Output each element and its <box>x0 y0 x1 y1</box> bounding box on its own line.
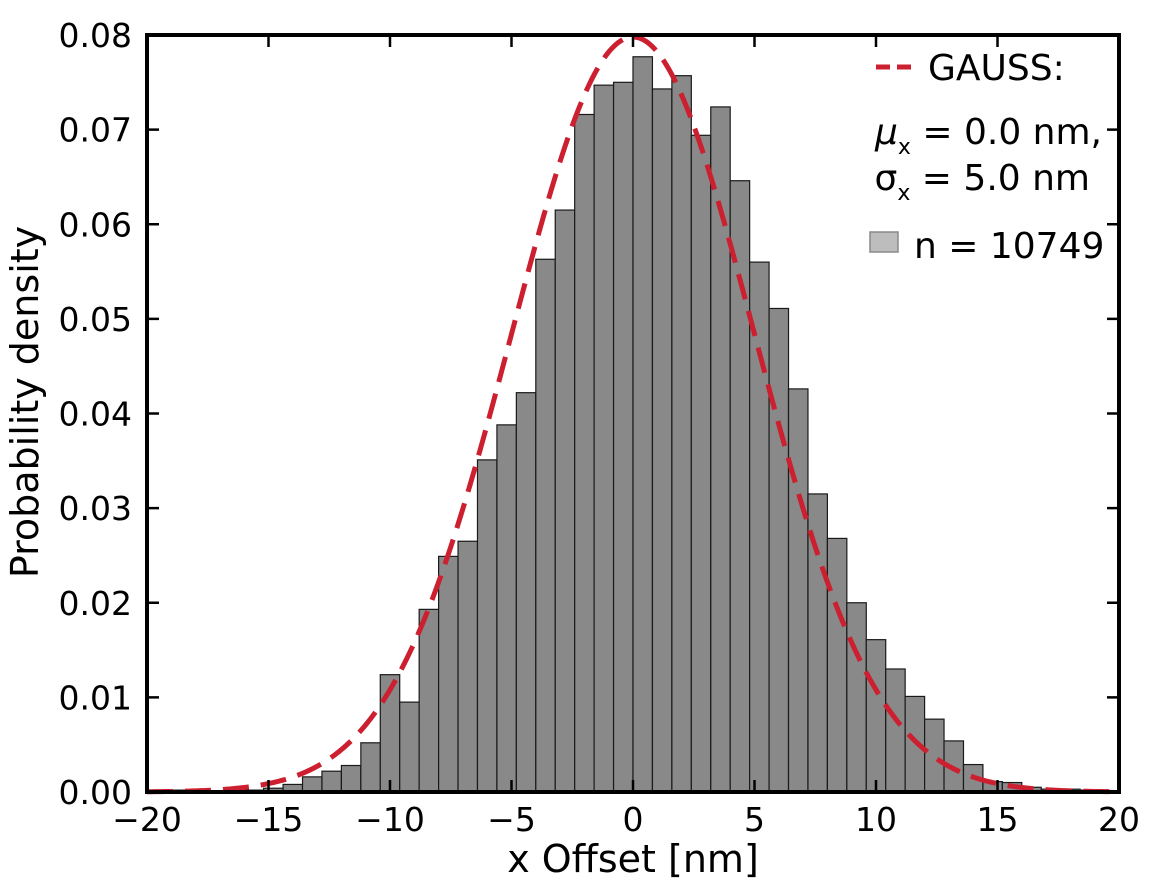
histogram-bar <box>690 134 712 793</box>
histogram-bar <box>399 701 420 793</box>
histogram-bar <box>535 258 556 793</box>
legend-mu-line: μx = 0.0 nm, <box>874 112 1102 160</box>
histogram-bar <box>923 718 945 793</box>
histogram-bar <box>671 75 692 793</box>
x-tick-label: 5 <box>744 800 765 839</box>
x-tick-label: 20 <box>1098 800 1140 839</box>
histogram-bar <box>574 113 595 793</box>
y-tick-label: 0.07 <box>59 111 132 150</box>
x-tick-labels: −20 −15 −10 −5 0 5 10 15 20 <box>112 800 1140 839</box>
histogram-bar <box>554 209 576 793</box>
x-tick-label: 10 <box>855 800 897 839</box>
legend-hist-swatch <box>869 231 899 253</box>
y-tick-label: 0.02 <box>59 584 132 623</box>
x-axis-title: x Offset [nm] <box>507 837 759 881</box>
gauss-fit-curve <box>146 34 1120 795</box>
histogram-bar <box>846 602 867 793</box>
histogram-bar <box>749 261 770 793</box>
x-tick-label: 15 <box>977 800 1019 839</box>
y-tick-label: 0.03 <box>59 489 132 528</box>
legend-fit-label: GAUSS: <box>928 48 1065 89</box>
histogram-bar <box>826 537 848 793</box>
histogram-bar <box>438 555 459 793</box>
histogram-bar <box>729 180 751 793</box>
y-tick-label: 0.06 <box>59 205 132 244</box>
histogram-bar <box>418 608 440 793</box>
histogram-bar <box>632 56 654 793</box>
plot-frame <box>145 33 1121 794</box>
y-tick-label: 0.01 <box>59 678 132 717</box>
histogram-bar <box>768 307 790 793</box>
histogram-bar <box>301 776 323 793</box>
histogram-bar <box>457 540 479 793</box>
x-tick-label: −10 <box>355 800 425 839</box>
histogram-bars <box>146 56 1120 793</box>
y-tick-label: 0.05 <box>59 300 132 339</box>
histogram-bar <box>496 424 517 793</box>
histogram-bar <box>593 84 615 793</box>
histogram-bar <box>612 81 634 793</box>
histogram-bar <box>476 459 498 793</box>
x-tick-label: 0 <box>623 800 644 839</box>
y-tick-label: 0.08 <box>59 16 132 55</box>
y-tick-label: 0.04 <box>59 395 132 434</box>
y-tick-label: 0.00 <box>59 773 132 812</box>
histogram-bar <box>515 392 537 793</box>
legend-sigma-line: σx = 5.0 nm <box>875 158 1091 206</box>
x-tick-label: −15 <box>234 800 304 839</box>
histogram-bar <box>787 388 809 793</box>
y-tick-labels: 0.00 0.01 0.02 0.03 0.04 0.05 0.06 0.07 0.08 <box>59 16 132 812</box>
histogram-bar <box>885 668 906 793</box>
histogram-bar <box>321 770 342 793</box>
histogram-bar <box>865 639 887 793</box>
legend: GAUSS: μx = 0.0 nm, σx = 5.0 nm n = 1074… <box>869 48 1104 267</box>
x-tick-label: −20 <box>112 800 182 839</box>
histogram-bar <box>340 764 362 793</box>
histogram-bar <box>360 742 381 793</box>
legend-hist-label: n = 10749 <box>914 226 1104 267</box>
x-tick-label: −5 <box>487 800 536 839</box>
y-axis-title: Probability density <box>3 226 47 578</box>
histogram-bar <box>651 88 673 793</box>
